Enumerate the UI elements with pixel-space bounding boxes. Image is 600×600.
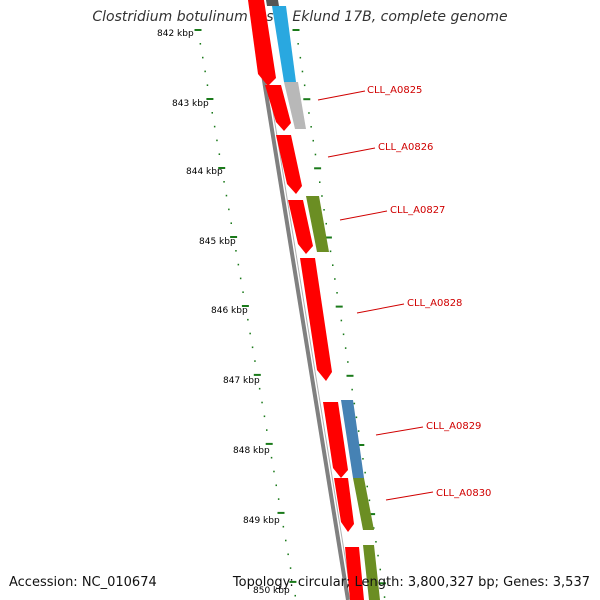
- scale-ruler: [194, 29, 297, 597]
- gene-arrow[interactable]: [345, 547, 364, 600]
- map-title: Clostridium botulinum B str. Eklund 17B,…: [92, 9, 508, 25]
- gene-label[interactable]: CLL_A0827: [390, 205, 445, 216]
- gene-label[interactable]: CLL_A0830: [436, 488, 491, 499]
- accession-text: Accession: NC_010674: [9, 575, 157, 590]
- leader-line: [317, 90, 366, 101]
- gene-arrow[interactable]: [265, 85, 291, 131]
- cog-bar-olive[interactable]: [306, 196, 329, 252]
- gene-label[interactable]: CLL_A0829: [426, 421, 481, 432]
- gene-arrow[interactable]: [248, 0, 276, 86]
- tick-label-842: 842 kbp: [157, 29, 194, 39]
- cog-bar-olive[interactable]: [363, 545, 380, 600]
- feature-track-ruler: [292, 29, 386, 598]
- gene-label[interactable]: CLL_A0828: [407, 298, 462, 309]
- genome-backbone: [249, 0, 350, 600]
- tick-label-849: 849 kbp: [243, 516, 280, 526]
- gene-labels: CLL_A0825 CLL_A0826 CLL_A0827 CLL_A0828 …: [367, 85, 491, 499]
- leader-line: [375, 426, 424, 436]
- gene-label[interactable]: CLL_A0826: [378, 142, 433, 153]
- cog-track: [266, 0, 380, 600]
- cog-bar-dark: [266, 0, 279, 6]
- genome-summary-text: Topology: circular; Length: 3,800,327 bp…: [232, 575, 590, 590]
- leader-line: [339, 210, 388, 221]
- leader-line: [356, 303, 405, 314]
- gene-arrow[interactable]: [334, 478, 354, 532]
- gene-track: [248, 0, 364, 600]
- gene-label[interactable]: CLL_A0825: [367, 85, 422, 96]
- cog-bar-gray[interactable]: [284, 82, 306, 129]
- gene-arrow[interactable]: [276, 135, 302, 194]
- gene-arrow[interactable]: [323, 402, 348, 478]
- tick-label-843: 843 kbp: [172, 99, 209, 109]
- tick-label-844: 844 kbp: [186, 167, 223, 177]
- gene-arrow[interactable]: [288, 200, 313, 254]
- tick-label-850: 850 kbp: [253, 586, 290, 596]
- tick-labels: 842 kbp 843 kbp 844 kbp 845 kbp 846 kbp …: [157, 29, 290, 596]
- leader-line: [327, 147, 376, 158]
- tick-label-847: 847 kbp: [223, 376, 260, 386]
- tick-label-846: 846 kbp: [211, 306, 248, 316]
- cog-bar-steel[interactable]: [341, 400, 364, 478]
- tick-label-845: 845 kbp: [199, 237, 236, 247]
- cog-bar-olive[interactable]: [353, 478, 374, 530]
- gene-arrow[interactable]: [300, 258, 332, 381]
- gene-leaders: [317, 90, 434, 501]
- leader-line: [385, 491, 434, 501]
- cog-bar-blue[interactable]: [272, 6, 296, 82]
- tick-label-848: 848 kbp: [233, 446, 270, 456]
